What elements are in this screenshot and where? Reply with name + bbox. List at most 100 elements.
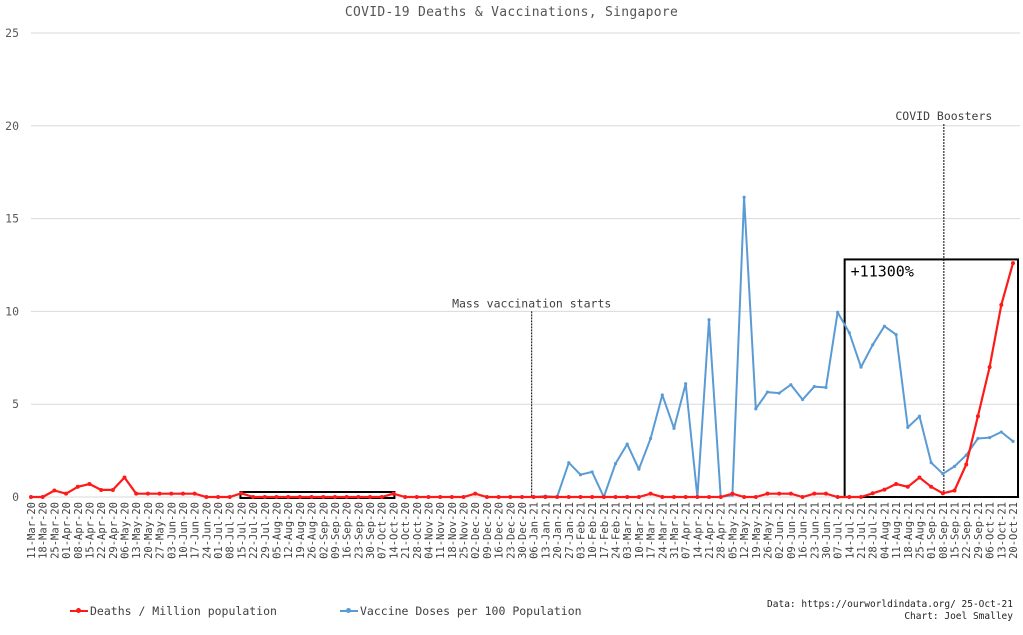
vaccine-point: [999, 430, 1003, 434]
vaccine-point: [578, 473, 583, 477]
y-tick-label: 15: [5, 212, 19, 226]
x-tick-label: 31-Mar-21: [669, 502, 681, 559]
x-tick-label: 21-Apr-21: [704, 502, 716, 559]
vaccine-point: [847, 331, 851, 335]
x-tick-label: 22-Apr-20: [96, 502, 108, 559]
x-tick-label: 29-Jul-20: [260, 502, 272, 559]
deaths-point: [636, 495, 641, 499]
increase-label: +11300%: [851, 262, 914, 280]
vaccine-point: [590, 470, 594, 474]
x-tick-label: 29-Sep-21: [973, 502, 985, 559]
deaths-point: [859, 495, 864, 499]
deaths-point: [777, 491, 782, 496]
x-tick-label: 04-Nov-20: [423, 502, 435, 559]
legend-vaccine-label: Vaccine Doses per 100 Population: [360, 604, 582, 618]
x-tick-label: 03-Jun-20: [166, 502, 178, 559]
vaccine-point: [648, 436, 653, 441]
deaths-point: [134, 491, 139, 496]
deaths-point: [484, 495, 489, 499]
x-tick-label: 06-May-20: [120, 502, 132, 559]
annotation-labels: Mass vaccination starts COVID Boosters +11…: [452, 109, 992, 310]
source-text: Data: https://ourworldindata.org/ 25-Oct…: [767, 599, 1013, 610]
deaths-point: [613, 495, 618, 499]
deaths-point: [590, 495, 595, 499]
deaths-point: [707, 495, 712, 499]
vaccine-point: [777, 391, 781, 395]
deaths-point: [555, 495, 560, 499]
deaths-point: [414, 495, 419, 499]
deaths-point: [262, 495, 267, 499]
deaths-point: [753, 495, 758, 499]
deaths-point: [952, 488, 957, 493]
x-tick-label: 22-Jul-20: [248, 502, 260, 559]
deaths-point: [823, 491, 828, 496]
y-tick-label: 0: [12, 490, 19, 504]
annotation-lines: [531, 123, 945, 497]
x-tick-label: 20-Oct-21: [1008, 502, 1020, 559]
deaths-point: [788, 491, 793, 496]
deaths-point: [40, 495, 45, 499]
deaths-point: [566, 495, 571, 499]
deaths-point: [987, 365, 992, 370]
deaths-point: [438, 495, 443, 499]
deaths-point: [882, 487, 887, 492]
x-tick-label: 24-Feb-21: [611, 502, 623, 559]
x-tick-label: 26-Aug-20: [307, 502, 319, 559]
vaccine-point: [707, 318, 711, 322]
deaths-point: [531, 495, 536, 499]
deaths-point: [297, 495, 302, 499]
x-tick-label: 14-Oct-20: [388, 502, 400, 559]
x-tick-labels: 11-Mar-20 18-Mar-20 25-Mar-20 01-Apr-20 08-A…: [26, 502, 1020, 559]
vaccine-point: [836, 310, 840, 314]
x-tick-label: 02-Sep-20: [318, 502, 330, 559]
deaths-point: [29, 495, 33, 499]
x-tick-label: 05-May-21: [727, 502, 739, 559]
deaths-point: [87, 482, 92, 487]
deaths-point: [169, 491, 174, 496]
deaths-point: [344, 495, 349, 499]
deaths-point: [835, 495, 840, 499]
vaccine-point: [906, 425, 910, 429]
x-tick-label: 09-Sep-20: [330, 502, 342, 559]
vaccine-point: [871, 343, 875, 347]
deaths-point: [216, 495, 221, 499]
deaths-point: [917, 475, 922, 480]
deaths-point: [356, 495, 361, 499]
deaths-point: [508, 495, 513, 499]
x-tick-label: 10-Jun-20: [178, 502, 190, 559]
credit-text: Chart: Joel Smalley: [904, 611, 1013, 622]
vaccine-point: [754, 407, 758, 411]
x-tick-label: 01-Apr-20: [61, 502, 73, 559]
x-tick-label: 08-Jul-20: [225, 502, 237, 559]
x-tick-label: 14-Jul-21: [844, 502, 856, 559]
vaccine-point: [824, 385, 828, 390]
x-tick-label: 01-Jul-20: [213, 502, 225, 559]
x-tick-label: 18-Mar-20: [38, 502, 50, 559]
deaths-point: [274, 495, 279, 499]
x-tick-label: 07-Jul-21: [833, 502, 845, 559]
deaths-point: [520, 495, 524, 499]
y-tick-label: 20: [5, 119, 19, 133]
vaccine-point: [789, 383, 793, 387]
deaths-point: [426, 495, 431, 499]
deaths-point: [75, 484, 80, 489]
vaccine-point: [567, 461, 571, 465]
x-tick-label: 15-Apr-20: [84, 502, 96, 559]
deaths-point: [379, 495, 384, 499]
x-tick-label: 12-May-21: [739, 502, 751, 559]
vaccine-legend-icon: [340, 608, 358, 613]
deaths-point: [660, 495, 665, 499]
deaths-point: [286, 495, 291, 499]
deaths-point: [964, 462, 969, 467]
vaccine-point: [672, 426, 676, 430]
deaths-point: [578, 495, 583, 499]
deaths-point: [239, 491, 244, 496]
x-tick-label: 17-Mar-21: [646, 502, 658, 559]
x-tick-label: 21-Jul-21: [856, 502, 868, 559]
vaccine-point: [976, 436, 980, 441]
x-tick-label: 21-Oct-20: [400, 502, 412, 559]
deaths-point: [391, 491, 396, 496]
x-tick-label: 15-Sep-21: [950, 502, 962, 559]
chart-title: COVID-19 Deaths & Vaccinations, Singapor…: [344, 5, 679, 20]
